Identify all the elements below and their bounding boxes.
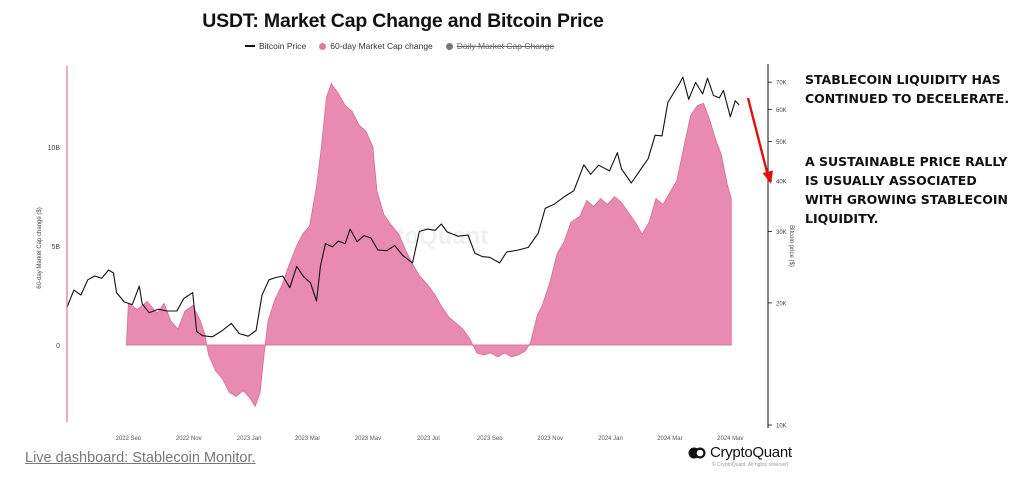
arrow-head [762,170,773,184]
legend-dot-icon [319,42,327,50]
legend-dot-icon [445,42,453,50]
y-axis-right-tick-label: 60K [776,108,787,114]
chart-title: USDT: Market Cap Change and Bitcoin Pric… [202,10,604,32]
y-axis-left-tick-label: 5B [51,244,60,251]
x-axis-tick-label: 2024 Jan [598,436,623,440]
legend-item-market-cap-change[interactable]: 60-day Market Cap change [319,41,433,51]
y-axis-right-tick-label: 40K [776,179,787,185]
y-axis-left-label: 60-day Market Cap change ($) [37,207,43,288]
axes-layer: 0 5B 10B 10K 20K 30K 40K 50K 60K 70K 2022 Sep 2022 … [48,64,787,440]
x-axis-tick-label: 2023 Jan [237,436,262,440]
y-axis-left-tick-label: 0 [56,343,60,350]
x-axis-tick-label: 2023 Sep [477,436,503,440]
y-axis-right-tick-label: 50K [776,140,787,146]
copyright-text: © CryptoQuant. All rights reserved. [712,462,790,468]
chart-legend: Bitcoin Price 60-day Market Cap change D… [245,41,567,51]
x-axis-tick-label: 2022 Sep [116,436,142,440]
x-axis-tick-label: 2023 Nov [537,436,563,440]
x-axis-tick-label: 2024 May [717,436,743,440]
red-arrow [746,97,773,184]
annotation-paragraph-1: STABLECOIN LIQUIDITY HAS CONTINUED TO DE… [805,72,1010,106]
x-axis-tick-label: 2023 Mar [295,436,320,440]
legend-label-bitcoin-price: Bitcoin Price [259,41,307,51]
chart-area: CryptoQuant 05B10B10K20K30K40K50K60K70K2… [37,64,794,440]
x-axis-tick-label: 2023 Jul [417,436,440,440]
legend-label-daily-market-cap-change: Daily Market Cap Change [456,41,555,51]
annotation-paragraph-2: A SUSTAINABLE PRICE RALLY IS USUALLY ASS… [805,154,1008,226]
y-axis-right-tick-label: 20K [776,301,787,307]
x-axis-tick-label: 2024 Mar [657,436,682,440]
cryptoquant-logo: CryptoQuant [688,444,792,461]
y-axis-right-tick-label: 70K [776,81,787,87]
brand-name: CryptoQuant [710,444,792,461]
x-axis-tick-label: 2023 May [355,436,381,440]
legend-item-daily-market-cap-change[interactable]: Daily Market Cap Change [445,41,555,51]
x-axis-tick-label: 2022 Nov [176,436,202,440]
bitcoin-price-line [66,76,740,338]
y-axis-right-label: Bitcoin price ($) [788,225,794,267]
arrow-shaft [746,97,769,173]
market-cap-change-area [125,82,732,408]
legend-item-bitcoin-price[interactable]: Bitcoin Price [245,41,306,51]
live-dashboard-link[interactable]: Live dashboard: Stablecoin Monitor. [25,450,256,466]
legend-line-icon [245,45,255,47]
y-axis-left-tick-label: 10B [48,145,61,152]
line-layer [66,76,740,338]
area-layer [125,82,732,408]
y-axis-right-tick-label: 30K [776,230,787,236]
y-axis-right-tick-label: 10K [776,424,787,430]
legend-label-market-cap-change: 60-day Market Cap change [330,41,433,51]
cryptoquant-logo-icon [688,447,706,458]
